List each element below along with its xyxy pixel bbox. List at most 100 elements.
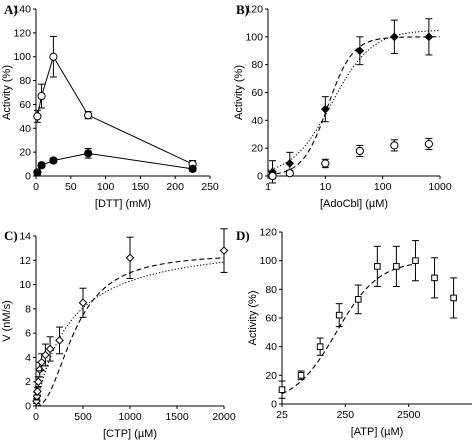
data-point [278, 386, 286, 393]
y-tick-label: 120 [259, 227, 277, 239]
fit-curve-dotted [267, 29, 441, 171]
panel-c-ctp-velocity: C) 0 500 1000 1500 2000 0 2 4 6 8 10 12 14 [CTP] (µM) V… [1, 228, 236, 440]
data-point [219, 246, 229, 255]
x-tick-label: 250 [201, 181, 219, 193]
data-point [268, 171, 277, 181]
y-axis-title: Activity (%) [1, 65, 13, 120]
data-point [424, 139, 433, 149]
x-tick-label: 250 [337, 409, 355, 421]
y-tick-label: 40 [265, 341, 277, 353]
x-tick-label: 25 [276, 409, 288, 421]
data-point [78, 298, 88, 308]
data-point [374, 263, 381, 270]
data-point [37, 91, 46, 101]
x-tick-label: 50 [65, 181, 77, 193]
data-point [35, 365, 45, 374]
panel-a-dtt-activity: A) 0 50 100 150 200 250 0 20 40 60 80 100 120 140 [DTT]… [1, 2, 219, 210]
y-tick-label: 80 [251, 59, 263, 71]
x-tick-label: 0 [33, 411, 39, 423]
y-tick-label: 100 [245, 31, 263, 43]
y-tick-label: 140 [13, 4, 31, 16]
y-tick-label: 4 [25, 352, 31, 364]
data-point [355, 146, 364, 156]
data-point [390, 32, 399, 42]
y-axis-title: Activity (%) [247, 291, 259, 346]
y-tick-label: 2 [25, 376, 31, 388]
fit-curve-dashed [35, 257, 225, 407]
y-tick-label: 12 [19, 255, 31, 267]
y-tick-label: 100 [259, 255, 277, 267]
y-tick-label: 20 [265, 370, 277, 382]
fit-curve-dashed [267, 36, 440, 176]
x-tick-label: 1500 [165, 411, 189, 423]
y-tick-label: 60 [19, 99, 31, 111]
data-point [335, 311, 343, 319]
y-tick-label: 0 [271, 399, 277, 411]
data-point [84, 111, 93, 120]
y-tick-label: 120 [245, 4, 263, 16]
y-tick-label: 0 [25, 171, 31, 183]
y-tick-label: 14 [19, 231, 31, 243]
data-point [34, 377, 43, 387]
x-axis-title: [ATP] (µM) [351, 426, 404, 438]
data-point [424, 32, 434, 42]
data-point [285, 159, 295, 168]
data-point [33, 168, 42, 177]
y-tick-label: 60 [265, 313, 277, 325]
x-tick-label: 100 [97, 181, 115, 193]
data-point [412, 257, 419, 264]
x-tick-label: 1 [265, 181, 271, 193]
y-tick-label: 0 [25, 401, 31, 413]
y-tick-label: 10 [19, 279, 31, 291]
y-tick-label: 80 [265, 284, 277, 296]
data-point [321, 104, 330, 114]
panel-b-adocbl-activity: B) 1 10 100 1000 0 20 40 60 80 100 120 [AdoCbl] (µM)… [233, 2, 452, 210]
x-axis-title: [CTP] (µM) [103, 428, 157, 440]
data-point [41, 350, 50, 360]
data-point [285, 169, 294, 178]
data-point [393, 263, 400, 270]
data-point [33, 112, 42, 121]
data-point [45, 344, 55, 354]
y-tick-label: 80 [19, 75, 31, 87]
data-point [321, 159, 330, 168]
x-tick-label: 500 [74, 411, 92, 423]
x-tick-label: 150 [132, 181, 150, 193]
data-point [188, 164, 197, 173]
data-point [450, 294, 457, 302]
panel-label: C) [4, 228, 18, 243]
x-axis-title: [DTT] (mM) [95, 198, 151, 210]
fit-curve-dotted [35, 261, 225, 407]
data-point [297, 372, 305, 379]
x-tick-label: 2500 [397, 409, 421, 421]
y-tick-label: 120 [13, 27, 31, 39]
data-point [37, 357, 46, 367]
y-tick-label: 6 [25, 328, 31, 340]
y-tick-label: 100 [13, 51, 31, 63]
panel-label: A) [4, 2, 18, 17]
x-tick-label: 200 [166, 181, 184, 193]
x-tick-label: 10 [319, 181, 331, 193]
x-tick-label: 0 [33, 181, 39, 193]
x-tick-label: 1000 [118, 411, 142, 423]
series-line [36, 55, 193, 165]
panel-label: D) [236, 228, 250, 243]
x-tick-label: 1000 [428, 181, 452, 193]
data-point [37, 161, 46, 170]
y-tick-label: 40 [251, 115, 263, 127]
data-point [49, 156, 58, 165]
panel-label: B) [236, 2, 249, 17]
x-axis-title: [AdoCbl] (µM) [320, 198, 388, 210]
data-point [55, 336, 64, 345]
y-tick-label: 20 [251, 143, 263, 155]
data-point [354, 296, 362, 303]
data-point [355, 46, 365, 56]
y-tick-label: 60 [251, 87, 263, 99]
y-tick-label: 40 [19, 123, 31, 135]
data-point [33, 387, 42, 396]
series-line [36, 152, 193, 173]
data-point [125, 253, 135, 263]
y-axis-title: V (nM/s) [1, 300, 13, 342]
x-tick-label: 2000 [212, 411, 236, 423]
